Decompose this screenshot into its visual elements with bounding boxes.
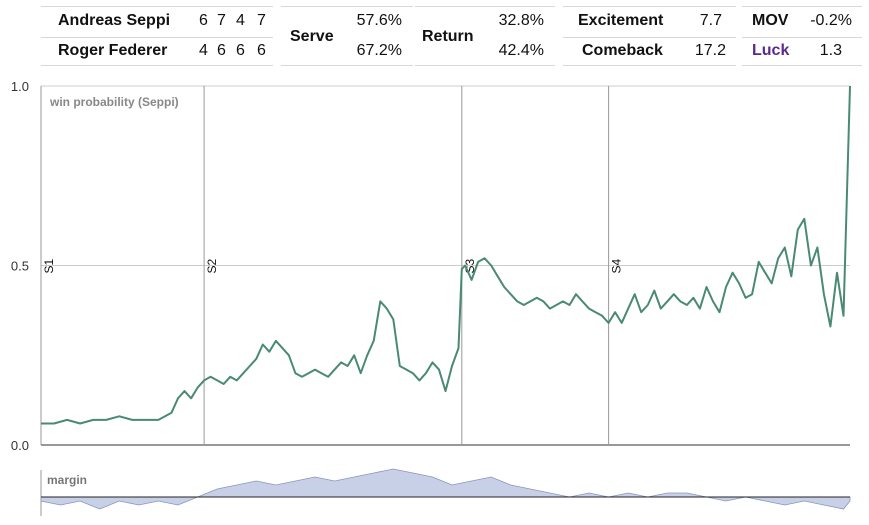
player-name-2: Roger Federer [58,42,168,59]
divider [415,65,555,66]
divider [41,37,273,38]
mov-value: -0.2% [810,12,852,29]
serve-value-2: 67.2% [356,42,402,59]
mov-label: MOV [752,12,789,29]
set-score: 4 [199,42,208,59]
set-marker-label: S1 [42,258,56,273]
return-label: Return [422,28,474,45]
set-score: 4 [236,12,245,29]
luck-label: Luck [752,42,790,59]
player-name-1: Andreas Seppi [58,12,171,29]
divider [563,37,736,38]
y-tick-label: 0.5 [11,259,29,274]
set-score: 6 [199,12,208,29]
divider [563,65,736,66]
serve-label: Serve [290,28,334,45]
return-value-1: 32.8% [498,12,544,29]
excitement-value: 7.7 [699,12,722,29]
margin-label: margin [47,473,87,487]
divider [281,6,413,7]
set-score: 7 [257,12,266,29]
win-probability-line [41,85,851,425]
divider [41,65,273,66]
margin-area [40,468,851,510]
y-tick-label: 0.0 [11,438,29,453]
divider [415,6,555,7]
set-marker-label: S2 [205,258,219,273]
luck-value: 1.3 [819,42,842,59]
set-score: 6 [236,42,245,59]
divider [742,37,862,38]
divider [41,6,273,7]
excitement-label: Excitement [578,12,664,29]
divider [742,65,862,66]
comeback-label: Comeback [582,42,663,59]
chart-label: win probability (Seppi) [49,95,179,109]
set-score: 6 [257,42,266,59]
divider [742,6,862,7]
set-score: 6 [217,42,226,59]
serve-value-1: 57.6% [356,12,402,29]
divider [281,65,413,66]
set-marker-label: S4 [610,258,624,273]
divider [563,6,736,7]
set-score: 7 [217,12,226,29]
return-value-2: 42.4% [498,42,544,59]
comeback-value: 17.2 [694,42,726,59]
y-tick-label: 1.0 [11,79,29,94]
